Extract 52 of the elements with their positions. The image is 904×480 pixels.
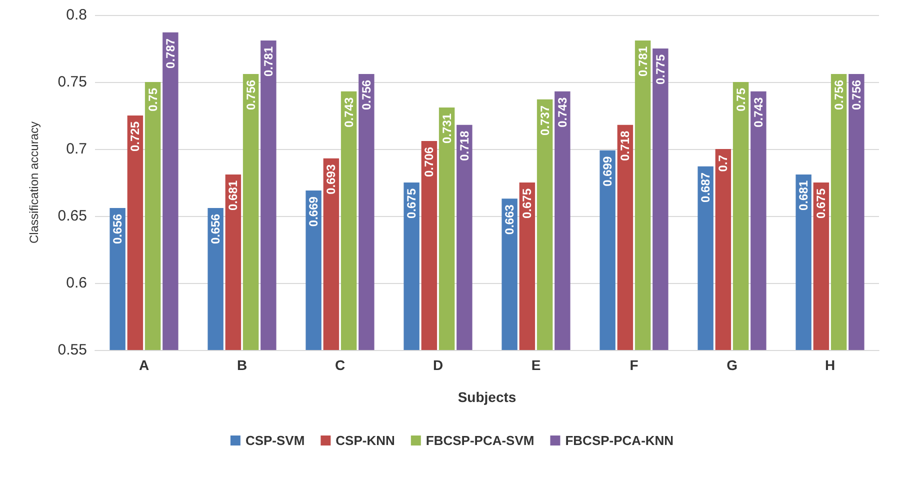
data-label: 0.75 [734,88,748,112]
data-label: 0.743 [751,97,766,128]
data-label: 0.656 [208,214,223,244]
x-tick-label: G [726,357,738,373]
legend-label: FBCSP-PCA-KNN [565,433,674,448]
legend-label: CSP-SVM [245,433,305,448]
data-label: 0.743 [555,97,570,128]
data-label: 0.756 [359,80,374,110]
data-label: 0.693 [324,164,338,194]
x-axis-title: Subjects [458,389,516,405]
legend-label: CSP-KNN [336,433,395,448]
data-label: 0.718 [457,130,472,161]
data-label: 0.699 [600,156,615,186]
y-tick-label: 0.6 [66,274,87,292]
x-tick-label: H [824,357,836,373]
x-tick-label: A [138,357,150,373]
data-label: 0.706 [422,146,436,177]
y-tick-label: 0.65 [58,208,87,224]
data-label: 0.725 [128,121,142,152]
data-label: 0.787 [163,38,178,68]
data-label: 0.675 [404,188,419,219]
data-label: 0.756 [832,80,846,110]
data-label: 0.781 [261,46,276,76]
x-tick-label: D [432,357,444,373]
data-label: 0.675 [520,188,534,219]
legend-label: FBCSP-PCA-SVM [426,433,534,448]
data-label: 0.737 [538,105,552,136]
data-label: 0.743 [342,97,356,128]
y-tick-label: 0.75 [58,74,87,90]
x-tick-label: F [630,357,639,373]
data-label: 0.681 [226,180,240,210]
data-label: 0.687 [698,172,713,202]
x-tick-label: E [531,357,541,373]
data-label: 0.669 [306,196,321,227]
data-label: 0.663 [502,204,517,235]
data-label: 0.656 [110,214,125,244]
y-tick-label: 0.7 [66,140,87,158]
y-tick-label: 0.55 [58,342,87,358]
data-label: 0.681 [796,180,811,210]
data-label: 0.781 [636,46,650,76]
y-tick-label: 0.8 [66,6,87,24]
data-label: 0.675 [814,188,828,219]
x-tick-label: B [236,357,248,373]
data-label: 0.756 [244,80,258,110]
data-label: 0.7 [716,154,730,172]
data-label: 0.756 [849,80,864,110]
x-tick-label: C [334,357,346,373]
data-label: 0.775 [653,54,668,85]
data-label: 0.75 [146,88,160,112]
data-label: 0.718 [618,130,632,161]
y-axis-title: Classification accuracy [27,121,41,244]
data-label: 0.731 [440,113,454,144]
